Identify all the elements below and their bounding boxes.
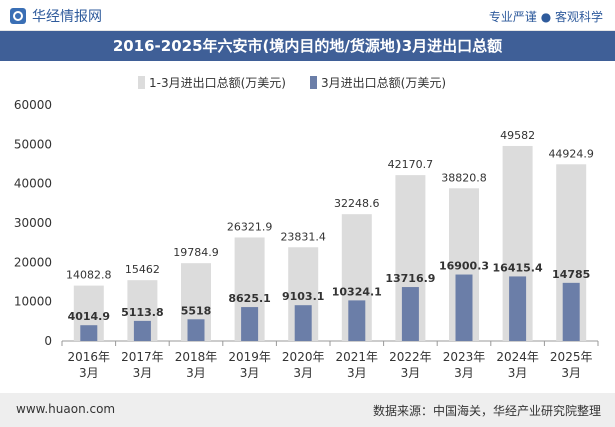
data-label-march: 16900.3 — [439, 260, 489, 273]
top-bar: 华经情报网 专业严谨 ● 客观科学 — [0, 0, 615, 31]
data-label-total: 26321.9 — [227, 220, 273, 233]
data-label-total: 23831.4 — [280, 230, 326, 243]
x-tick-label-month: 3月 — [347, 366, 367, 380]
bar-march — [133, 320, 151, 341]
bar-march — [241, 307, 259, 341]
x-tick-label-year: 2023年 — [443, 350, 486, 364]
data-label-total: 32248.6 — [334, 197, 380, 210]
bar-march — [509, 276, 527, 341]
data-label-total: 19784.9 — [173, 246, 219, 259]
data-label-march: 8625.1 — [228, 292, 270, 305]
legend-label-1: 1-3月进出口总额(万美元) — [149, 76, 286, 90]
x-tick-label-month: 3月 — [454, 366, 474, 380]
x-tick-label-year: 2025年 — [550, 350, 593, 364]
data-label-total: 38820.8 — [441, 171, 487, 184]
chart-title: 2016-2025年六安市(境内目的地/货源地)3月进出口总额 — [112, 37, 503, 55]
chart: 1-3月进出口总额(万美元) 3月进出口总额(万美元) 0 10000 20000 300… — [14, 76, 599, 380]
y-tick-label: 10000 — [14, 295, 52, 309]
y-tick-label: 60000 — [14, 98, 52, 112]
data-label-total: 49582 — [500, 129, 535, 142]
x-tick-label-month: 3月 — [79, 366, 99, 380]
x-tick-label-month: 3月 — [240, 366, 260, 380]
footer-source: 数据来源：中国海关，华经产业研究院整理 — [372, 404, 601, 418]
slogan: 专业严谨 ● 客观科学 — [488, 10, 603, 24]
data-label-march: 13716.9 — [385, 272, 435, 285]
x-tick-label-month: 3月 — [401, 366, 421, 380]
x-tick-label-month: 3月 — [133, 366, 153, 380]
data-label-total: 42170.7 — [388, 158, 434, 171]
data-label-march: 9103.1 — [282, 290, 324, 303]
x-tick-label-year: 2018年 — [175, 350, 218, 364]
data-label-total: 44924.9 — [548, 147, 594, 160]
y-tick-label: 30000 — [14, 216, 52, 230]
x-tick-label-year: 2024年 — [496, 350, 539, 364]
bar-march — [348, 300, 366, 341]
legend-label-2: 3月进出口总额(万美元) — [321, 76, 446, 90]
x-tick-label-month: 3月 — [186, 366, 206, 380]
bar-march — [562, 282, 580, 341]
data-label-total: 15462 — [125, 263, 160, 276]
y-tick-label: 40000 — [14, 177, 52, 191]
legend-swatch-2 — [310, 76, 317, 89]
brand-logo-icon — [10, 8, 26, 24]
x-tick-label-year: 2021年 — [336, 350, 379, 364]
x-tick-label-month: 3月 — [508, 366, 528, 380]
data-label-march: 4014.9 — [68, 310, 110, 323]
data-label-march: 14785 — [552, 268, 590, 281]
y-tick-label: 50000 — [14, 137, 52, 151]
legend-swatch-1 — [138, 76, 145, 89]
footer-url[interactable]: www.huaon.com — [16, 402, 116, 416]
brand-name: 华经情报网 — [32, 9, 102, 25]
bar-march — [455, 274, 473, 341]
data-label-total: 14082.8 — [66, 269, 112, 282]
data-label-march: 5113.8 — [121, 306, 163, 319]
data-label-march: 5518 — [181, 304, 212, 317]
data-label-march: 16415.4 — [493, 261, 543, 274]
bar-march — [80, 325, 98, 341]
x-tick-label-year: 2016年 — [68, 350, 111, 364]
bar-march — [401, 287, 419, 341]
title-bar: 2016-2025年六安市(境内目的地/货源地)3月进出口总额 — [0, 31, 615, 61]
x-tick-label-year: 2019年 — [228, 350, 271, 364]
x-tick-label-month: 3月 — [293, 366, 313, 380]
x-tick-label-year: 2022年 — [389, 350, 432, 364]
brand[interactable]: 华经情报网 — [10, 6, 102, 26]
x-tick-label-year: 2020年 — [282, 350, 325, 364]
bar-march — [187, 319, 205, 341]
data-label-march: 10324.1 — [332, 285, 382, 298]
x-tick-label-month: 3月 — [561, 366, 581, 380]
x-tick-label-year: 2017年 — [121, 350, 164, 364]
bar-march — [294, 305, 312, 341]
footer: www.huaon.com 数据来源：中国海关，华经产业研究院整理 — [0, 393, 615, 427]
y-tick-label: 20000 — [14, 255, 52, 269]
y-tick-label: 0 — [44, 334, 52, 348]
